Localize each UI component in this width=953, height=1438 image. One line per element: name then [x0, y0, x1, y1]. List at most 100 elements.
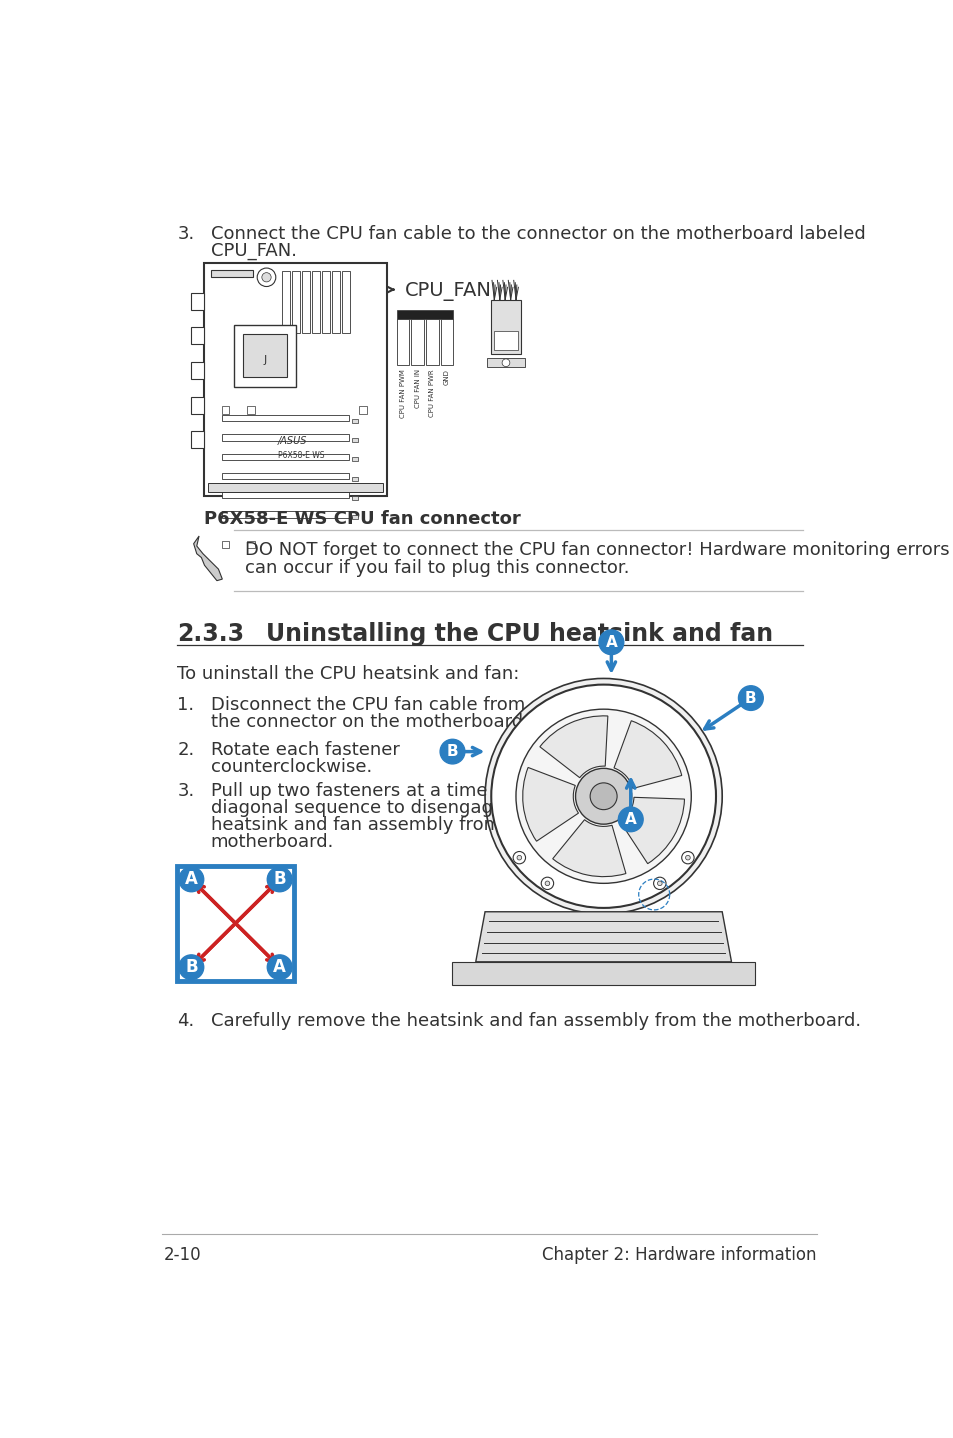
- Text: Chapter 2: Hardware information: Chapter 2: Hardware information: [541, 1245, 816, 1264]
- Circle shape: [681, 851, 694, 864]
- Bar: [352, 439, 357, 441]
- Text: CPU_FAN.: CPU_FAN.: [211, 242, 296, 260]
- Circle shape: [685, 856, 690, 860]
- Text: CPU FAN PWM: CPU FAN PWM: [399, 370, 405, 418]
- Text: diagonal sequence to disengage the: diagonal sequence to disengage the: [211, 800, 538, 817]
- Text: CPU FAN PWR: CPU FAN PWR: [429, 370, 435, 417]
- Text: A: A: [273, 958, 286, 976]
- Bar: [292, 272, 299, 332]
- Bar: [191, 293, 204, 309]
- Bar: [411, 319, 423, 365]
- Text: B: B: [185, 958, 197, 976]
- Text: counterclockwise.: counterclockwise.: [211, 758, 372, 775]
- Bar: [352, 477, 357, 480]
- Text: P6X58-E WS: P6X58-E WS: [278, 452, 324, 460]
- Circle shape: [513, 851, 525, 864]
- Text: A: A: [605, 634, 617, 650]
- Bar: [396, 319, 409, 365]
- Bar: [191, 431, 204, 449]
- Polygon shape: [193, 536, 222, 581]
- Text: Carefully remove the heatsink and fan assembly from the motherboard.: Carefully remove the heatsink and fan as…: [211, 1012, 860, 1030]
- Text: motherboard.: motherboard.: [211, 833, 334, 851]
- Circle shape: [179, 955, 204, 979]
- Wedge shape: [614, 720, 681, 788]
- Wedge shape: [619, 797, 683, 864]
- Circle shape: [501, 360, 509, 367]
- Circle shape: [575, 768, 631, 824]
- Bar: [221, 492, 349, 499]
- Circle shape: [179, 867, 204, 892]
- Text: Pull up two fasteners at a time in a: Pull up two fasteners at a time in a: [211, 782, 526, 801]
- Circle shape: [516, 709, 691, 883]
- Circle shape: [261, 273, 271, 282]
- Text: 2.3.3: 2.3.3: [177, 623, 244, 646]
- Bar: [491, 299, 520, 354]
- Text: 4.: 4.: [177, 1012, 194, 1030]
- Text: 2-10: 2-10: [164, 1245, 202, 1264]
- Bar: [426, 319, 438, 365]
- Bar: [204, 263, 386, 496]
- Circle shape: [484, 679, 721, 915]
- Bar: [208, 483, 382, 492]
- Text: 1.: 1.: [177, 696, 194, 715]
- Bar: [352, 496, 357, 500]
- Bar: [243, 334, 286, 377]
- Circle shape: [618, 807, 642, 831]
- Text: J: J: [263, 355, 266, 365]
- Bar: [221, 434, 349, 440]
- Circle shape: [267, 955, 292, 979]
- Bar: [191, 397, 204, 414]
- Wedge shape: [539, 716, 607, 778]
- Bar: [247, 541, 254, 548]
- Text: heatsink and fan assembly from the: heatsink and fan assembly from the: [211, 817, 536, 834]
- Text: CPU FAN IN: CPU FAN IN: [415, 370, 420, 408]
- Circle shape: [653, 877, 665, 890]
- Circle shape: [590, 782, 617, 810]
- Bar: [342, 272, 350, 332]
- Wedge shape: [522, 768, 578, 841]
- Bar: [452, 962, 754, 985]
- Bar: [221, 406, 229, 414]
- Circle shape: [491, 684, 716, 907]
- Bar: [221, 512, 349, 518]
- Text: 2.: 2.: [177, 741, 194, 759]
- Bar: [302, 272, 310, 332]
- Circle shape: [598, 630, 623, 654]
- Circle shape: [657, 881, 661, 886]
- Bar: [312, 272, 319, 332]
- Circle shape: [257, 267, 275, 286]
- Text: GND: GND: [443, 370, 450, 385]
- Text: B: B: [446, 743, 457, 759]
- Circle shape: [517, 856, 521, 860]
- Bar: [191, 328, 204, 344]
- Bar: [396, 309, 453, 319]
- Bar: [322, 272, 330, 332]
- Text: Connect the CPU fan cable to the connector on the motherboard labeled: Connect the CPU fan cable to the connect…: [211, 224, 864, 243]
- Text: the connector on the motherboard.: the connector on the motherboard.: [211, 713, 528, 731]
- Text: 3.: 3.: [177, 224, 194, 243]
- Circle shape: [540, 877, 553, 890]
- Bar: [487, 358, 524, 367]
- Bar: [211, 270, 253, 278]
- Text: Rotate each fastener: Rotate each fastener: [211, 741, 399, 759]
- Text: P6X58-E WS CPU fan connector: P6X58-E WS CPU fan connector: [204, 510, 520, 528]
- Circle shape: [267, 867, 292, 892]
- Text: DO NOT forget to connect the CPU fan connector! Hardware monitoring errors: DO NOT forget to connect the CPU fan con…: [245, 541, 948, 558]
- Text: B: B: [274, 870, 286, 889]
- Text: /ASUS: /ASUS: [278, 436, 307, 446]
- Bar: [221, 541, 229, 548]
- Text: can occur if you fail to plug this connector.: can occur if you fail to plug this conne…: [245, 559, 629, 577]
- Bar: [352, 418, 357, 423]
- Text: CPU_FAN: CPU_FAN: [404, 282, 491, 301]
- Bar: [352, 457, 357, 462]
- Bar: [221, 416, 349, 421]
- Bar: [359, 406, 367, 414]
- Bar: [221, 453, 349, 460]
- Polygon shape: [476, 912, 731, 962]
- Text: Disconnect the CPU fan cable from: Disconnect the CPU fan cable from: [211, 696, 524, 715]
- Bar: [233, 325, 295, 387]
- Text: A: A: [624, 812, 636, 827]
- Bar: [332, 272, 340, 332]
- Circle shape: [738, 686, 762, 710]
- Bar: [177, 866, 294, 981]
